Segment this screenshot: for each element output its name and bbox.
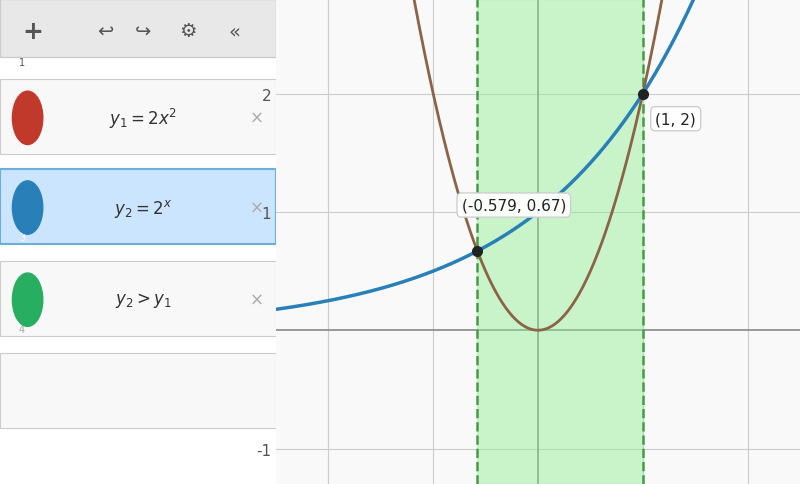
- FancyBboxPatch shape: [0, 353, 276, 428]
- Text: ×: ×: [250, 291, 264, 309]
- Text: 4: 4: [19, 324, 25, 334]
- Text: ↪: ↪: [135, 22, 152, 41]
- FancyBboxPatch shape: [0, 169, 276, 244]
- Text: «: «: [229, 22, 241, 41]
- Text: (1, 2): (1, 2): [655, 112, 696, 127]
- Text: (-0.579, 0.67): (-0.579, 0.67): [462, 198, 566, 213]
- Text: 1: 1: [19, 58, 25, 68]
- Circle shape: [13, 92, 42, 145]
- Text: 3: 3: [19, 232, 25, 242]
- FancyBboxPatch shape: [0, 0, 276, 58]
- Text: ×: ×: [250, 109, 264, 128]
- Text: 2: 2: [19, 142, 26, 151]
- Text: ⚙: ⚙: [179, 22, 197, 41]
- Circle shape: [13, 182, 42, 235]
- Text: +: +: [22, 19, 43, 44]
- Text: $y_2 > y_1$: $y_2 > y_1$: [115, 290, 172, 310]
- FancyBboxPatch shape: [0, 261, 276, 336]
- Text: ↩: ↩: [97, 22, 113, 41]
- Text: $y_1 = 2x^2$: $y_1 = 2x^2$: [110, 106, 178, 131]
- Text: ×: ×: [250, 199, 264, 217]
- Text: $y_2 = 2^x$: $y_2 = 2^x$: [114, 197, 173, 219]
- FancyBboxPatch shape: [0, 80, 276, 155]
- Circle shape: [13, 273, 42, 327]
